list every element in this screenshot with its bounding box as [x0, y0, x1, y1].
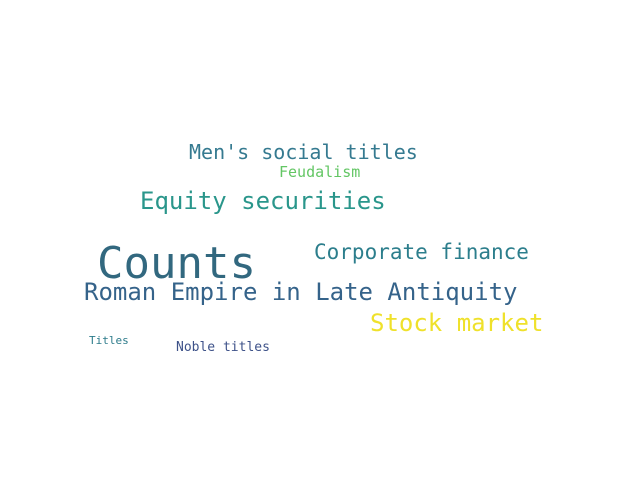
word-counts: Counts	[97, 238, 256, 289]
word-corporate-finance: Corporate finance	[314, 240, 529, 264]
word-feudalism: Feudalism	[279, 163, 361, 181]
word-stock-market: Stock market	[370, 309, 544, 337]
word-noble-titles: Noble titles	[176, 340, 270, 355]
word-equity-securities: Equity securities	[140, 187, 386, 215]
word-titles: Titles	[89, 334, 129, 347]
word-mens-social-titles: Men's social titles	[189, 140, 418, 164]
word-roman-empire: Roman Empire in Late Antiquity	[84, 278, 518, 306]
